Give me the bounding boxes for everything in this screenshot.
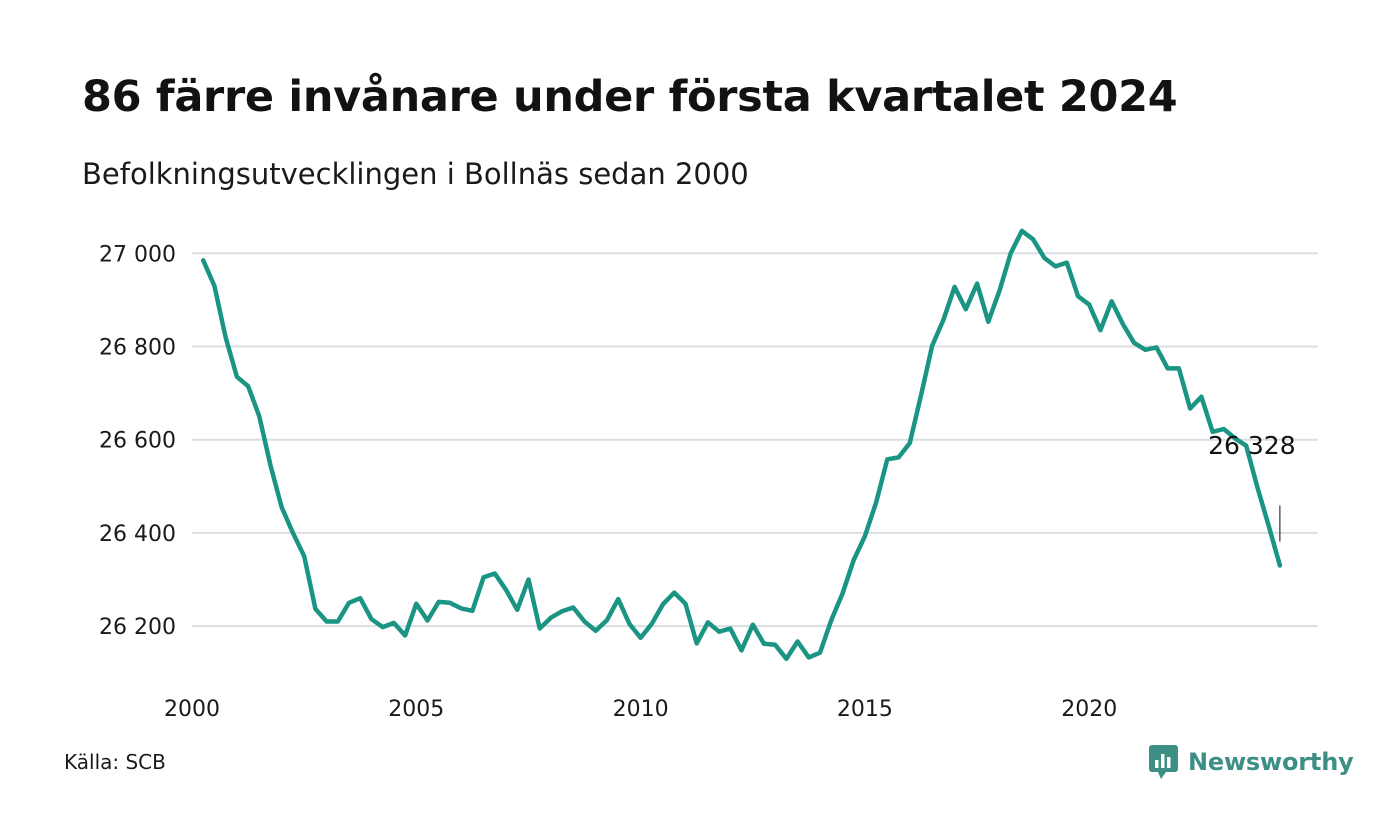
y-tick-label: 26 200: [99, 615, 176, 640]
brand-logo: Newsworthy: [1148, 744, 1354, 780]
x-axis-tick-labels: 2000 2005 2010 2015 2020: [164, 697, 1117, 722]
x-tick-label: 2010: [613, 697, 669, 722]
source-note: Källa: SCB: [64, 750, 166, 774]
chart-logo-icon: [1149, 745, 1178, 779]
chart-title: 86 färre invånare under första kvartalet…: [82, 72, 1178, 122]
y-tick-label: 27 000: [99, 242, 176, 267]
y-axis-tick-labels: 26 200 26 400 26 600 26 800 27 000: [99, 242, 176, 640]
brand-name: Newsworthy: [1188, 748, 1354, 776]
x-tick-label: 2020: [1061, 697, 1117, 722]
x-tick-label: 2000: [164, 697, 220, 722]
chart-subtitle: Befolkningsutvecklingen i Bollnäs sedan …: [82, 157, 749, 191]
x-tick-label: 2015: [837, 697, 893, 722]
y-tick-label: 26 400: [99, 522, 176, 547]
gridlines: [192, 252, 1318, 628]
y-tick-label: 26 800: [99, 336, 176, 361]
x-tick-label: 2005: [388, 697, 444, 722]
end-value-label: 26 328: [1208, 431, 1295, 460]
y-tick-label: 26 600: [99, 429, 176, 454]
population-line: [200, 228, 1283, 662]
